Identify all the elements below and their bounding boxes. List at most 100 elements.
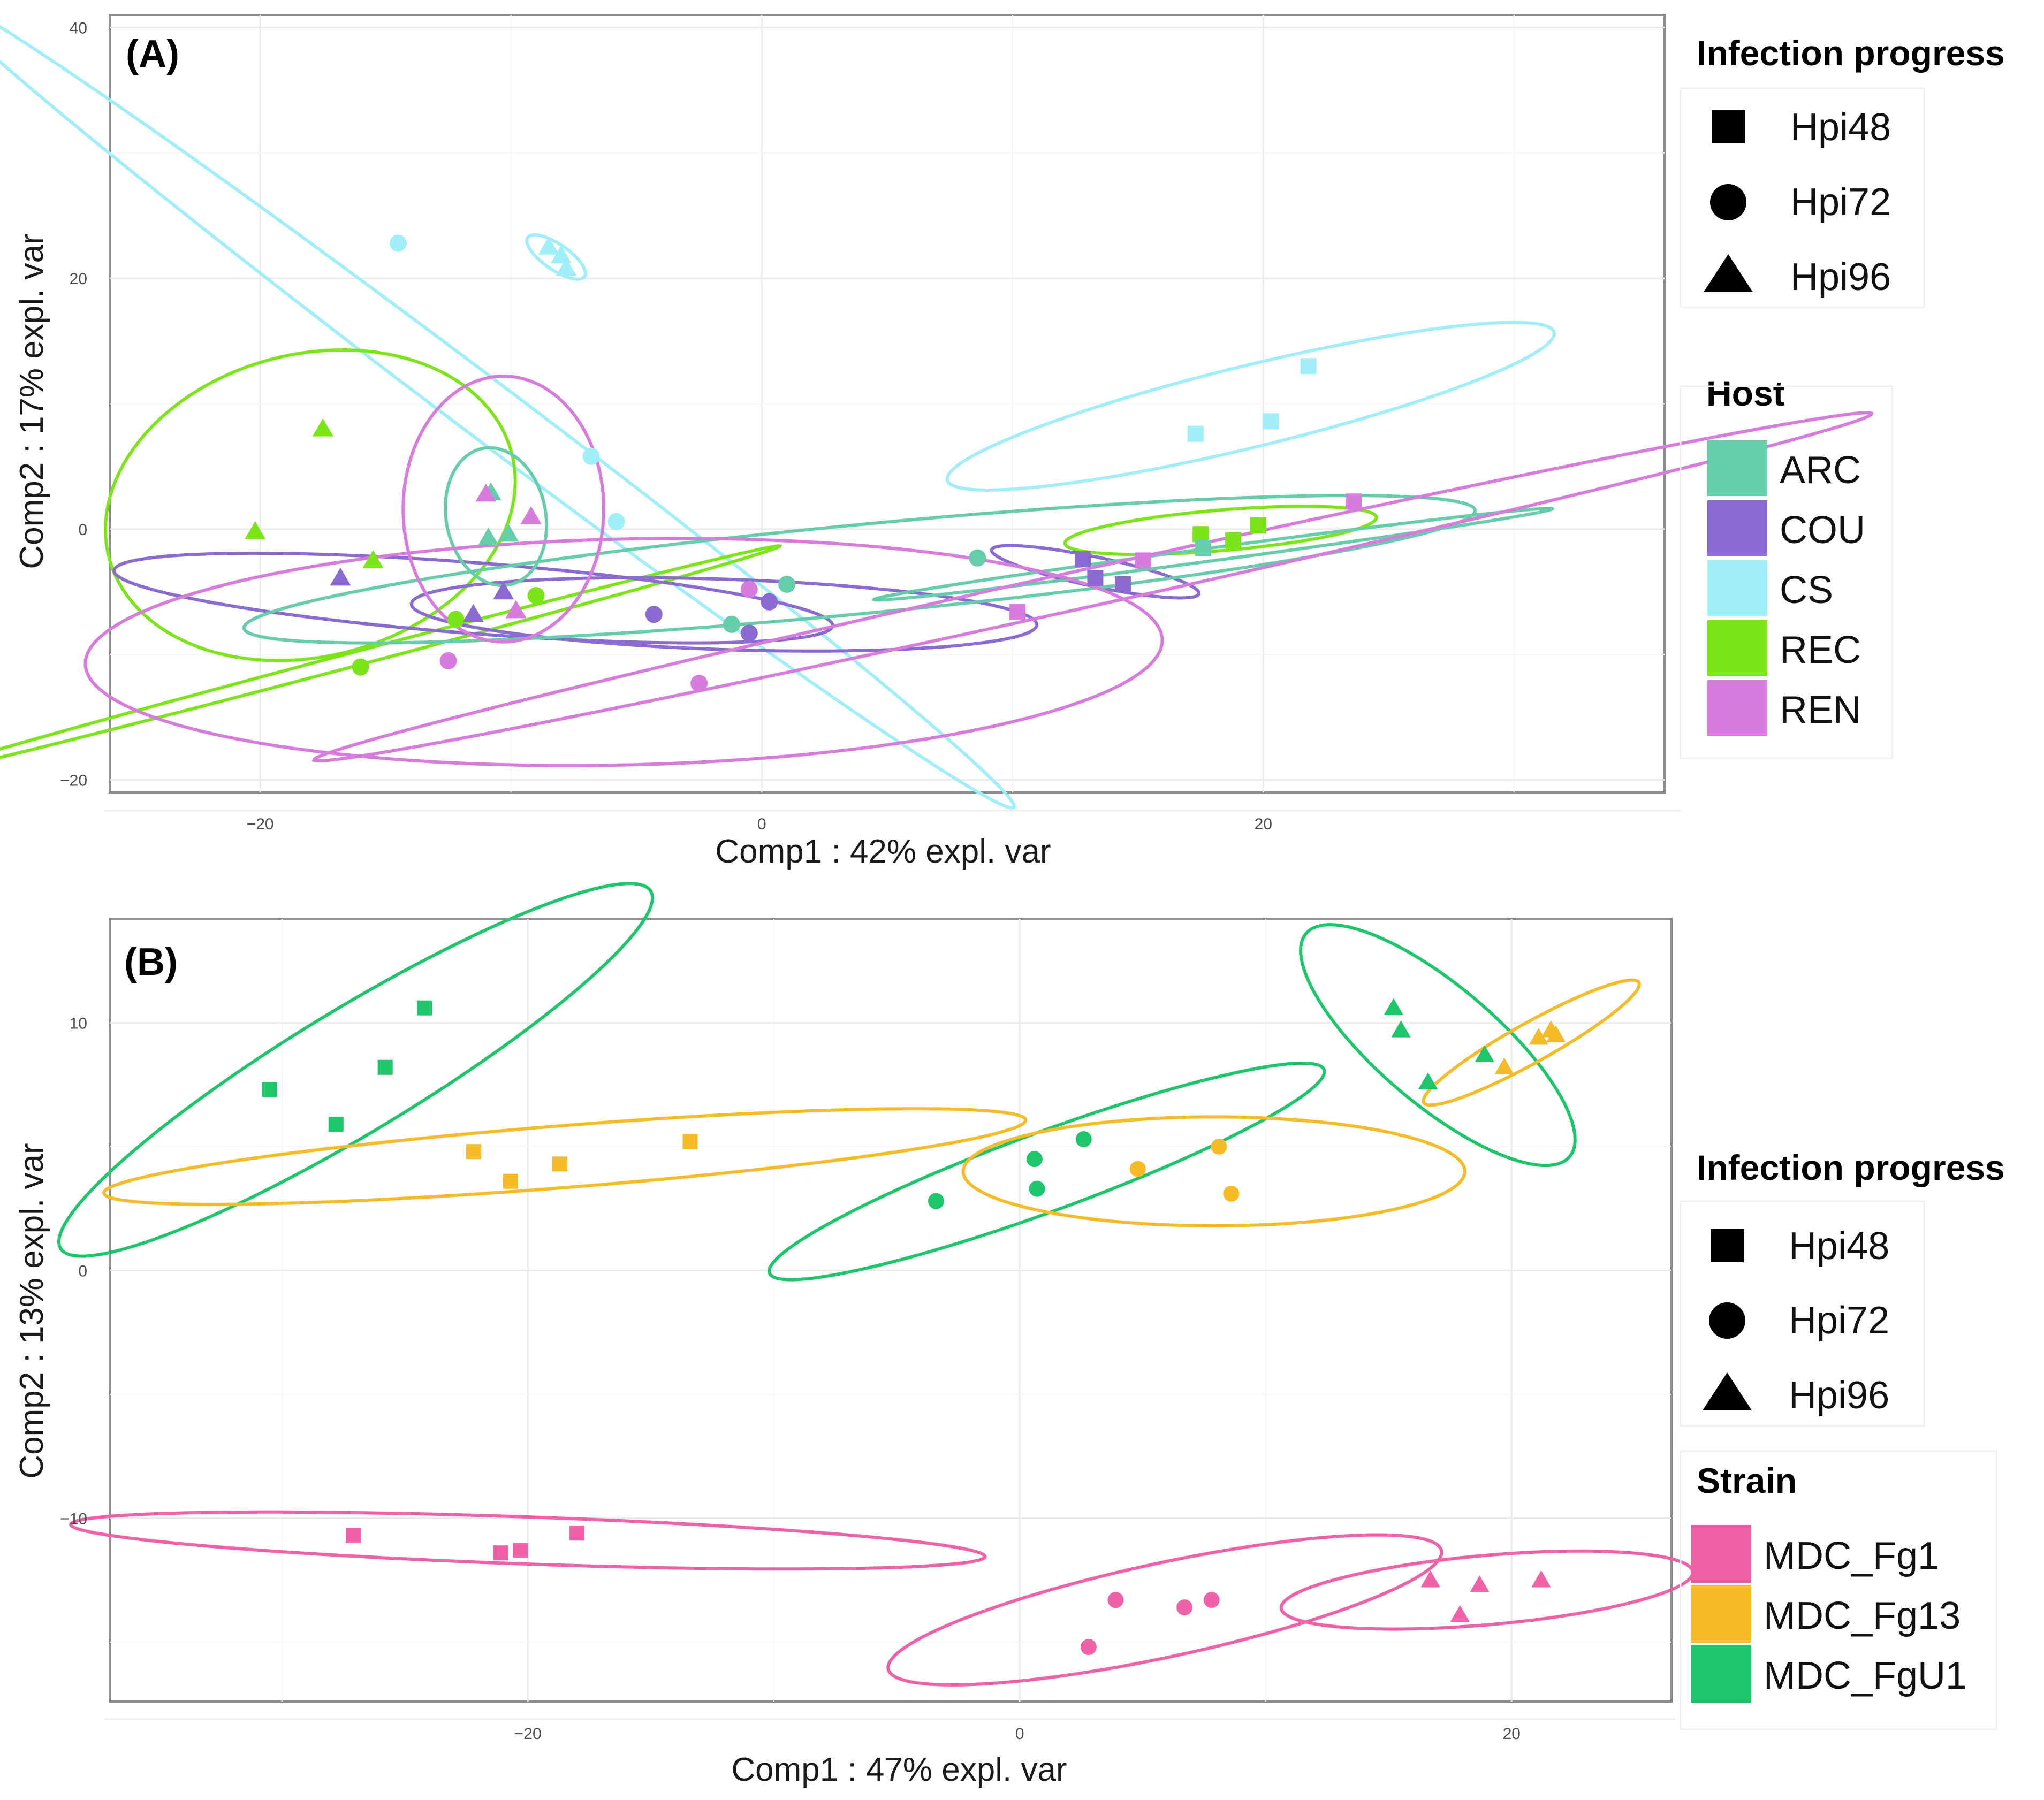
point-mdc-fgu1-circle — [928, 1193, 945, 1209]
ellipse-rec — [103, 348, 517, 662]
y-axis-title-b: Comp2 : 13% expl. var — [13, 1143, 50, 1478]
ellipses-a — [0, 25, 1874, 810]
point-mdc-fgu1-circle — [1026, 1151, 1043, 1168]
point-arc-triangle — [477, 527, 499, 546]
legend-title-infection-b: Infection progress — [1697, 1148, 2005, 1187]
x-tick-label: 0 — [757, 815, 766, 833]
legend-swatch-cou — [1707, 500, 1767, 556]
legend-label-hpi96-b: Hpi96 — [1789, 1374, 1889, 1417]
legend-box-shape-b — [1680, 1200, 1925, 1427]
legend-swatch-ren — [1707, 680, 1767, 736]
point-cou-circle — [645, 606, 663, 623]
point-mdc-fg1-square — [569, 1526, 585, 1541]
point-cou-triangle — [330, 567, 351, 586]
ellipse-arc — [242, 494, 1477, 645]
point-cou-circle — [761, 593, 778, 611]
x-tick-label: 20 — [1503, 1725, 1521, 1743]
ellipse-mdc-fgu1 — [57, 882, 655, 1258]
point-mdc-fg13-square — [503, 1173, 519, 1189]
legend-swatch-arc — [1707, 440, 1767, 496]
x-axis-title-b: Comp1 : 47% expl. var — [731, 1751, 1067, 1788]
point-cou-triangle — [493, 581, 514, 600]
point-ren-triangle — [475, 483, 497, 502]
ellipses-b — [57, 882, 1695, 1687]
legend-swatch-rec — [1707, 620, 1767, 676]
point-cs-square — [1300, 358, 1317, 375]
legend-label-hpi72-b: Hpi72 — [1789, 1299, 1889, 1342]
legend-swatch-mdc-fgu1 — [1691, 1645, 1751, 1703]
y-axis-title-a: Comp2 : 17% expl. var — [13, 233, 50, 569]
panel-a: −20 0 20 −20 0 20 40 (A) Comp1 : 42% expl. var… — [0, 14, 2005, 870]
point-cs-square — [1263, 413, 1279, 430]
point-mdc-fg13-triangle — [1546, 1025, 1566, 1042]
point-arc-circle — [969, 549, 986, 567]
point-mdc-fg13-square — [466, 1144, 482, 1160]
y-tick-label: 0 — [78, 1262, 87, 1280]
legend-label-hpi72-a: Hpi72 — [1790, 181, 1891, 224]
grid-b — [110, 919, 1671, 1702]
point-rec-circle — [352, 658, 369, 676]
point-mdc-fg1-triangle — [1470, 1575, 1490, 1592]
y-tick-label: 10 — [70, 1015, 87, 1032]
legend-b: Infection progress Hpi48 Hpi72 Hpi96 Str… — [1680, 1148, 2005, 1730]
ellipse-mdc-fg1 — [69, 1510, 987, 1571]
point-cs-circle — [582, 447, 600, 465]
point-arc-circle — [723, 615, 740, 633]
x-tick-label: −20 — [514, 1725, 542, 1743]
ellipse-mdc-fg13 — [961, 1115, 1467, 1228]
legend-label-mdc-fg13: MDC_Fg13 — [1764, 1595, 1961, 1637]
point-mdc-fg1-square — [493, 1545, 508, 1561]
legend-label-cs: CS — [1780, 569, 1833, 612]
point-mdc-fgu1-circle — [1029, 1180, 1045, 1197]
ellipse-ren — [83, 537, 1164, 767]
ellipse-mdc-fg13 — [102, 1107, 1028, 1206]
legend-label-mdc-fg1: MDC_Fg1 — [1764, 1535, 1939, 1577]
ellipse-mdc-fg13 — [1422, 978, 1641, 1107]
ellipse-cs — [525, 233, 587, 281]
point-mdc-fgu1-square — [262, 1082, 277, 1097]
point-mdc-fg1-circle — [1080, 1639, 1097, 1656]
plot-area-b — [109, 918, 1673, 1703]
point-mdc-fgu1-square — [417, 1000, 432, 1016]
point-mdc-fg1-square — [345, 1528, 361, 1543]
point-mdc-fgu1-triangle — [1475, 1045, 1494, 1062]
point-cs-triangle — [538, 237, 559, 255]
point-cou-triangle — [462, 604, 484, 622]
ellipse-mdc-fg1 — [1279, 1549, 1695, 1631]
point-mdc-fg1-triangle — [1450, 1605, 1470, 1622]
point-mdc-fgu1-circle — [1075, 1131, 1092, 1148]
tick-labels-b: −20 0 20 −10 0 10 — [60, 1015, 1521, 1743]
x-tick-label: 0 — [1015, 1725, 1024, 1743]
point-mdc-fgu1-triangle — [1391, 1020, 1411, 1038]
y-tick-label: 20 — [70, 270, 87, 288]
panel-b: −20 0 20 −10 0 10 (B) Comp1 : 47% expl. var C… — [13, 882, 2005, 1788]
grid-a — [110, 15, 1665, 792]
point-rec-triangle — [312, 418, 333, 437]
y-tick-label: 40 — [70, 19, 87, 37]
point-ren-triangle — [520, 506, 542, 524]
point-ren-square — [1346, 493, 1362, 510]
legend-title-strain: Strain — [1697, 1461, 1797, 1500]
point-mdc-fgu1-square — [328, 1117, 344, 1132]
point-arc-square — [1195, 540, 1211, 556]
point-rec-circle — [447, 611, 465, 628]
ellipse-ren — [311, 411, 1874, 763]
point-cs-triangle — [556, 257, 577, 276]
legend-swatch-cs — [1707, 560, 1767, 616]
panel-label-a: (A) — [126, 33, 179, 75]
point-mdc-fgu1-square — [377, 1059, 393, 1075]
point-rec-square — [1250, 517, 1266, 533]
point-mdc-fg13-circle — [1211, 1138, 1227, 1155]
legend-label-hpi48-b: Hpi48 — [1789, 1225, 1889, 1268]
legend-box-host — [1680, 385, 1893, 759]
legend-label-rec: REC — [1780, 629, 1861, 672]
point-rec-triangle — [362, 550, 384, 568]
legend-label-arc: ARC — [1780, 449, 1861, 492]
panel-label-b: (B) — [124, 941, 178, 983]
point-mdc-fg13-circle — [1223, 1185, 1240, 1202]
point-mdc-fg13-square — [682, 1134, 698, 1149]
ellipse-mdc-fgu1 — [767, 1061, 1326, 1282]
point-rec-square — [1225, 532, 1242, 548]
legend-square-icon-a — [1712, 110, 1745, 143]
